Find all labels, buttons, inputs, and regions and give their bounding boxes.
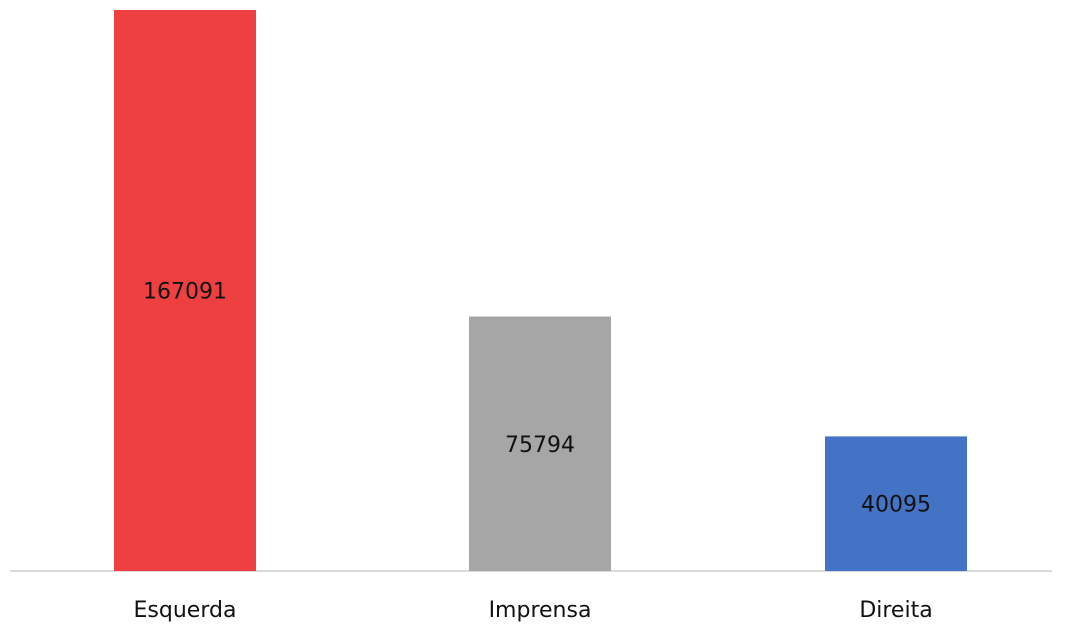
category-label-esquerda: Esquerda <box>134 598 237 623</box>
category-label-direita: Direita <box>859 598 932 623</box>
value-label-direita: 40095 <box>861 493 931 518</box>
category-labels-group: Esquerda Imprensa Direita <box>134 598 933 623</box>
value-labels-group: 167091 75794 40095 <box>143 280 931 518</box>
bars-group <box>114 10 967 571</box>
bar-esquerda <box>114 10 256 571</box>
value-label-esquerda: 167091 <box>143 280 227 305</box>
value-label-imprensa: 75794 <box>505 433 575 458</box>
category-label-imprensa: Imprensa <box>489 598 592 623</box>
bar-imprensa <box>469 316 611 571</box>
bar-direita <box>825 436 967 571</box>
